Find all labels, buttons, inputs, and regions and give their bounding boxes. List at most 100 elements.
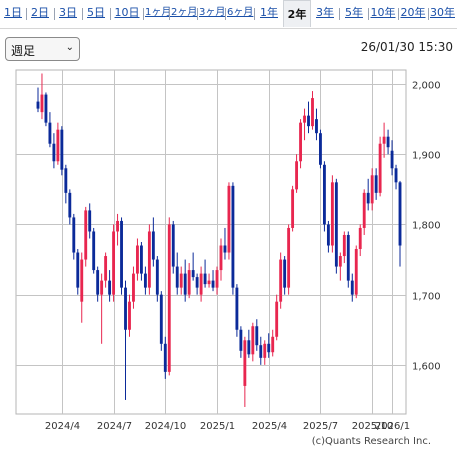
candle-body-down	[191, 270, 195, 278]
candle-body-down	[108, 280, 112, 295]
tab-1y[interactable]: 1年	[260, 6, 278, 19]
candle-body-down	[390, 150, 394, 169]
candle-body-down	[64, 168, 68, 193]
candle-body-up	[112, 231, 116, 295]
candle-body-up	[187, 270, 191, 295]
x-tick-label: 2025/4	[252, 421, 287, 432]
candle-body-up	[199, 273, 203, 295]
candle-body-down	[386, 136, 390, 148]
plot-frame	[15, 69, 407, 415]
tab-1d[interactable]: 1日	[4, 6, 22, 19]
candle-body-down	[394, 168, 398, 183]
candle-body-up	[251, 326, 255, 355]
candlestick-chart: 2,000 1,900 1,800 1,700 1,600 2024/4 2024/7 202…	[15, 69, 441, 432]
candle-body-down	[259, 345, 263, 358]
candle-body-up	[116, 220, 119, 232]
tab-separator	[26, 8, 27, 20]
tab-5y[interactable]: 5年	[345, 6, 363, 19]
candle-body-up	[287, 227, 291, 288]
candle-body-down	[48, 122, 52, 144]
candle-body-up	[100, 280, 104, 295]
candle-body-up	[80, 259, 84, 302]
candle-body-down	[88, 210, 92, 232]
candle-body-up	[128, 301, 131, 330]
candle-body-down	[326, 224, 330, 246]
candle-body-down	[44, 94, 48, 123]
candle-body-down	[72, 217, 76, 253]
candle-body-up	[275, 301, 279, 337]
tab-separator	[368, 8, 369, 20]
candle-body-down	[151, 231, 155, 260]
candle-body-down	[350, 280, 354, 295]
candle-body-down	[223, 245, 227, 253]
y-tick-label: 1,900	[412, 151, 441, 162]
candle-body-down	[195, 277, 199, 288]
tab-5d[interactable]: 5日	[87, 6, 105, 19]
tab-separator	[82, 8, 83, 20]
tab-3m[interactable]: 3ヶ月	[199, 7, 226, 18]
candle-body-down	[175, 266, 179, 288]
tab-30y[interactable]: 30年	[430, 6, 455, 19]
tab-2m[interactable]: 2ヶ月	[171, 7, 198, 18]
candle-body-up	[382, 136, 386, 144]
x-tick-label: 2025/10	[352, 421, 394, 432]
candle-body-up	[132, 273, 135, 302]
tab-10y[interactable]: 10年	[370, 6, 396, 19]
candle-body-up	[147, 231, 151, 288]
candle-body-down	[120, 220, 123, 288]
candle-body-down	[231, 185, 235, 288]
tab-2y[interactable]: 2年	[283, 0, 311, 27]
chevron-down-icon: ⌄	[65, 42, 74, 53]
tab-2d[interactable]: 2日	[31, 6, 49, 19]
candle-body-down	[267, 343, 271, 353]
candle-body-down	[366, 192, 370, 204]
candle-body-up	[295, 161, 299, 190]
x-tick-label: 2024/4	[45, 421, 80, 432]
candle-body-up	[378, 143, 382, 193]
candle-body-up	[263, 343, 267, 358]
tab-3y[interactable]: 3年	[316, 6, 334, 19]
candle-body-down	[60, 129, 64, 170]
candle-body-up	[219, 245, 223, 271]
tab-separator	[54, 8, 55, 20]
candle-body-down	[183, 273, 187, 295]
timestamp: 26/01/30 15:30	[360, 40, 453, 54]
candle-body-down	[255, 326, 259, 346]
candle-body-down	[239, 329, 243, 351]
y-tick-label: 2,000	[412, 81, 441, 92]
candle-body-up	[179, 273, 183, 288]
period-select[interactable]: 週足 ⌄	[5, 37, 80, 61]
candle-body-down	[52, 143, 56, 162]
y-tick-label: 1,600	[412, 362, 441, 373]
candle-body-down	[235, 287, 239, 330]
candle-body-up	[330, 182, 334, 246]
candle-body-up	[84, 210, 88, 260]
tab-3d[interactable]: 3日	[59, 6, 77, 19]
candle-body-up	[40, 94, 44, 113]
tab-10d[interactable]: 10日	[114, 6, 140, 19]
candle-body-up	[338, 256, 342, 267]
copyright-credit: (c)Quants Research Inc.	[311, 436, 431, 447]
candle-body-up	[358, 227, 362, 250]
candle-body-up	[362, 192, 366, 228]
candle-body-down	[68, 192, 72, 218]
candle-body-down	[319, 133, 322, 165]
tab-separator	[110, 8, 111, 20]
candle-body-up	[354, 249, 358, 295]
tab-20y[interactable]: 20年	[400, 6, 426, 19]
tab-6m[interactable]: 6ヶ月	[227, 7, 254, 18]
tab-separator	[254, 8, 255, 20]
tab-separator	[339, 8, 340, 20]
candle-body-up	[215, 270, 219, 288]
candle-body-down	[374, 175, 378, 193]
x-tick-label: 2024/10	[145, 421, 187, 432]
candle-body-down	[283, 259, 287, 288]
candle-body-up	[167, 224, 171, 372]
tab-separator	[169, 8, 170, 20]
candle-body-down	[398, 182, 402, 246]
tab-separator	[197, 8, 198, 20]
tab-separator	[398, 8, 399, 20]
tab-1m[interactable]: 1ヶ月	[145, 7, 172, 18]
candle-body-up	[342, 234, 346, 257]
candle-body-up	[299, 122, 302, 162]
